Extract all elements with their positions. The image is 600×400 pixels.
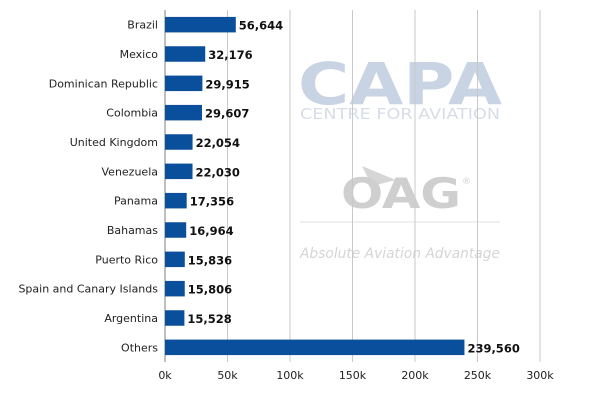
category-label: Argentina bbox=[104, 312, 158, 325]
x-tick-label: 150k bbox=[339, 369, 367, 382]
x-tick-label: 100k bbox=[276, 369, 304, 382]
data-label: 15,836 bbox=[188, 253, 232, 267]
gridlines bbox=[164, 10, 541, 362]
watermarks: CAPA CENTRE FOR AVIATION OAG ® Absolute … bbox=[298, 50, 502, 262]
category-label: Colombia bbox=[106, 107, 158, 120]
category-label: Others bbox=[121, 341, 158, 354]
data-label: 22,030 bbox=[196, 165, 240, 179]
bar bbox=[165, 310, 185, 326]
bar bbox=[165, 339, 465, 356]
oag-swoosh-icon bbox=[362, 166, 396, 186]
category-label: Venezuela bbox=[102, 165, 159, 178]
data-label: 15,806 bbox=[188, 283, 232, 297]
x-tick-label: 200k bbox=[401, 369, 429, 382]
data-label: 239,560 bbox=[467, 341, 519, 355]
bar bbox=[165, 16, 236, 33]
category-label: Panama bbox=[114, 195, 158, 208]
bar bbox=[165, 104, 203, 121]
x-axis-ticks: 0k 50k 100k 150k 200k 250k 300k bbox=[158, 369, 554, 382]
x-tick-label: 300k bbox=[526, 369, 554, 382]
bars bbox=[165, 16, 465, 356]
bar bbox=[165, 222, 187, 238]
capa-subtitle-watermark: CENTRE FOR AVIATION bbox=[300, 105, 500, 123]
data-label: 32,176 bbox=[208, 48, 252, 62]
bar bbox=[165, 280, 185, 297]
category-label: Dominican Republic bbox=[49, 77, 158, 90]
bar bbox=[165, 75, 203, 92]
oag-logo-watermark: OAG bbox=[341, 169, 461, 218]
category-label: United Kingdom bbox=[70, 136, 158, 149]
bar bbox=[165, 134, 193, 150]
data-label: 56,644 bbox=[239, 19, 283, 33]
capa-logo-watermark: CAPA bbox=[298, 50, 502, 118]
registered-mark: ® bbox=[462, 177, 471, 187]
data-label: 29,607 bbox=[205, 107, 249, 121]
value-labels: 56,644 32,176 29,915 29,607 22,054 22,030 17,3… bbox=[187, 19, 519, 356]
oag-tagline-watermark: Absolute Aviation Advantage bbox=[299, 246, 500, 262]
bar bbox=[165, 163, 193, 180]
category-label: Mexico bbox=[120, 48, 159, 61]
data-label: 17,356 bbox=[190, 195, 234, 209]
category-label: Spain and Canary Islands bbox=[18, 283, 158, 296]
x-tick-label: 50k bbox=[217, 369, 238, 382]
category-labels: Brazil Mexico Dominican Republic Colombia Un… bbox=[18, 19, 158, 355]
data-label: 15,528 bbox=[187, 312, 231, 326]
x-tick-label: 0k bbox=[158, 369, 172, 382]
x-tick-label: 250k bbox=[464, 369, 492, 382]
category-label: Bahamas bbox=[107, 224, 158, 237]
data-label: 22,054 bbox=[196, 136, 240, 150]
bar bbox=[165, 46, 206, 62]
bar bbox=[165, 192, 187, 209]
category-label: Brazil bbox=[127, 19, 158, 32]
bar bbox=[165, 251, 185, 268]
data-label: 16,964 bbox=[189, 224, 233, 238]
category-label: Puerto Rico bbox=[95, 253, 158, 266]
data-label: 29,915 bbox=[205, 77, 249, 91]
